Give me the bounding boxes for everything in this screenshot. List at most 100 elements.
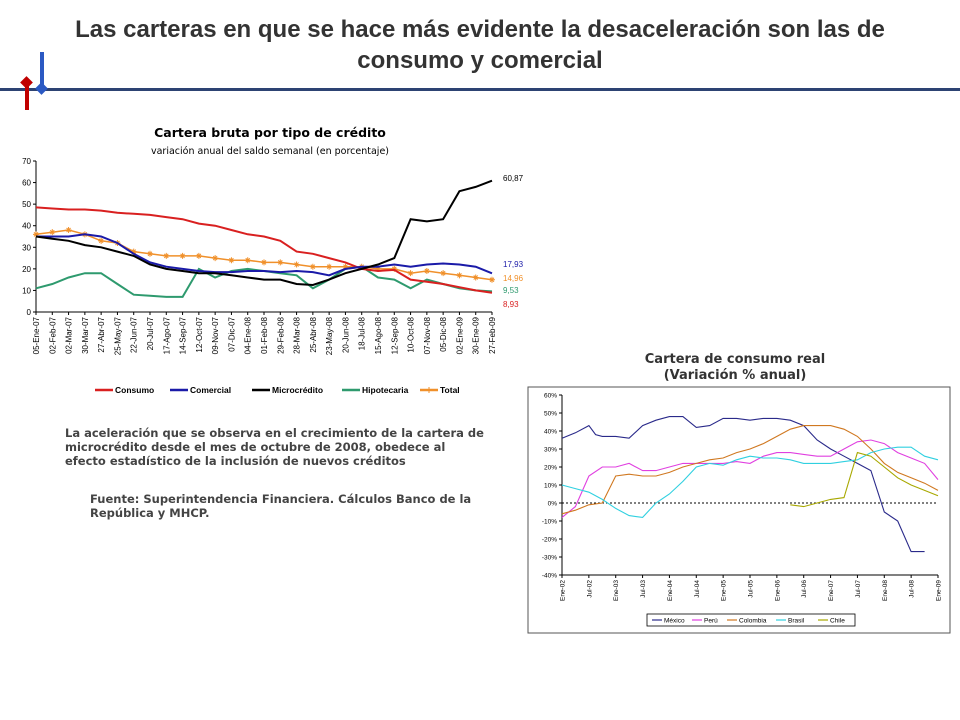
chart1-legend-label-microcredito: Microcrédito — [272, 385, 323, 395]
chart1-total-marker — [130, 248, 137, 255]
chart2-y-tick-label: -30% — [542, 555, 557, 562]
chart1-x-tick-label: 28-Mar-08 — [293, 316, 302, 353]
chart1-x-tick-label: 20-Jun-08 — [341, 316, 350, 353]
chart1-x-tick-label: 02-Feb-07 — [48, 316, 57, 353]
chart1-end-label-hipotecaria: 9,53 — [503, 286, 519, 295]
chart2-y-tick-label: 0% — [548, 501, 558, 508]
chart2-x-tick-label: Ene-08 — [882, 580, 889, 601]
chart2-y-tick-label: -20% — [542, 537, 557, 544]
logo-blue-bar — [40, 52, 44, 88]
chart1-total-marker — [244, 257, 251, 264]
chart2-series-brasil — [561, 446, 939, 518]
chart2-series-colombia — [561, 425, 939, 515]
chart1-x-tick-label: 05-Dic-08 — [439, 316, 448, 351]
chart1-total-marker — [228, 257, 235, 264]
chart1-x-tick-label: 22-Jun-07 — [130, 316, 139, 353]
chart1-x-tick-label: 02-Ene-09 — [455, 316, 464, 354]
chart1-x-tick-label: 14-Sep-07 — [179, 316, 188, 354]
chart1-total-marker — [342, 263, 349, 270]
chart2-x-tick-label: Ene-09 — [936, 580, 943, 601]
chart1-end-label-comercial: 17,93 — [503, 260, 524, 269]
slide-title: Las carteras en que se hace más evidente… — [75, 16, 885, 74]
chart1-x-tick-label: 09-Nov-07 — [211, 316, 220, 354]
chart2-x-tick-label: Ene-04 — [667, 580, 674, 601]
chart2-y-tick-label: 40% — [544, 429, 557, 436]
chart2-y-tick-label: 20% — [544, 465, 557, 472]
chart1-y-tick-label: 10 — [22, 286, 31, 295]
logo-red-bar — [25, 84, 29, 110]
chart1-total-marker — [195, 252, 202, 259]
chart1-y-tick-label: 60 — [22, 179, 31, 188]
chart1-x-tick-label: 17-Ago-07 — [162, 316, 171, 354]
chart2-y-tick-label: 50% — [544, 411, 557, 418]
chart1-total-marker — [33, 231, 39, 238]
chart1-end-label-microcredito: 60,87 — [503, 174, 524, 183]
chart1-total-marker — [456, 272, 463, 279]
chart1-subtitle: variación anual del saldo semanal (en po… — [151, 146, 389, 157]
chart1-total-marker — [49, 229, 56, 236]
chart2-x-tick-label: Ene-02 — [560, 580, 567, 601]
chart2-legend-label-peru: Perú — [704, 618, 718, 625]
chart1-total-marker — [326, 263, 333, 270]
chart1-x-tick-label: 15-Ago-08 — [374, 316, 383, 354]
chart2-series-mexico — [561, 416, 925, 553]
chart1-total-marker — [147, 250, 153, 257]
chart1-total-marker — [261, 259, 267, 266]
chart2-legend-label-colombia: Colombia — [739, 618, 767, 625]
chart1-x-tick-label: 02-Mar-07 — [65, 316, 74, 353]
chart1-x-tick-label: 18-Jul-08 — [358, 316, 367, 350]
chart1-total-marker — [98, 237, 105, 244]
chart1-x-tick-label: 29-Feb-08 — [276, 316, 285, 353]
chart2-x-tick-label: Ene-07 — [828, 580, 835, 601]
chart1-legend-label-hipotecaria: Hipotecaria — [362, 385, 409, 395]
chart1-x-tick-label: 27-Feb-09 — [488, 316, 497, 353]
chart1-x-tick-label: 01-Feb-08 — [260, 316, 269, 353]
chart2-x-tick-label: Ene-03 — [613, 580, 620, 601]
chart1-x-tick-label: 20-Jul-07 — [146, 316, 155, 350]
chart1-y-tick-label: 20 — [22, 265, 31, 274]
chart1-total-marker — [212, 255, 219, 262]
microcredit-note: La aceleración que se observa en el crec… — [65, 426, 484, 468]
chart1-total-marker — [65, 227, 72, 234]
chart1-x-tick-label: 23-May-08 — [325, 316, 334, 355]
chart1-x-tick-label: 10-Oct-08 — [407, 316, 416, 352]
chart1-total-marker — [391, 265, 398, 272]
chart1-y-tick-label: 40 — [22, 222, 31, 231]
chart1-series-microcredito — [35, 179, 493, 287]
chart1-total-marker — [375, 265, 381, 272]
chart2-series-chile — [790, 451, 939, 508]
chart2-x-tick-label: Ene-06 — [774, 580, 781, 601]
chart1-total-marker — [293, 261, 300, 268]
chart2-y-tick-label: 10% — [544, 483, 557, 490]
chart2-series-peru — [561, 439, 939, 518]
chart2-x-tick-label: Jul-07 — [855, 580, 862, 598]
chart1-y-tick-label: 70 — [22, 157, 31, 166]
chart1-end-label-total: 14,96 — [503, 274, 524, 283]
chart1-x-tick-label: 05-Ene-07 — [32, 316, 41, 354]
chart1-x-tick-label: 07-Nov-08 — [423, 316, 432, 354]
chart1-legend-label-comercial: Comercial — [190, 385, 231, 395]
chart1-series-comercial — [36, 233, 493, 277]
chart1-total-marker — [309, 263, 316, 270]
chart1-total-marker — [179, 252, 186, 259]
chart1-x-tick-label: 27-Abr-07 — [97, 316, 106, 352]
chart1-x-tick-label: 12-Sep-08 — [390, 316, 399, 354]
chart2-y-tick-label: 60% — [544, 393, 557, 400]
chart1-total-marker — [489, 276, 495, 283]
chart1-x-tick-label: 12-Oct-07 — [195, 316, 204, 352]
chart1-total-marker — [277, 259, 284, 266]
title-underline — [0, 88, 960, 91]
chart2-x-tick-label: Ene-05 — [721, 580, 728, 601]
chart2-x-tick-label: Jul-08 — [909, 580, 916, 598]
chart1-legend-label-consumo: Consumo — [115, 385, 154, 395]
chart1-series-consumo — [35, 206, 493, 294]
chart1-y-tick-label: 30 — [22, 243, 31, 252]
chart2-y-tick-label: 30% — [544, 447, 557, 454]
chart2-frame — [527, 386, 951, 634]
chart1-x-tick-label: 07-Dic-07 — [227, 316, 236, 351]
chart2-legend-label-mexico: México — [664, 618, 685, 625]
chart2-x-tick-label: Jul-05 — [748, 580, 755, 598]
chart2-y-tick-label: -40% — [542, 573, 557, 580]
chart2-legend-label-chile: Chile — [830, 618, 845, 625]
